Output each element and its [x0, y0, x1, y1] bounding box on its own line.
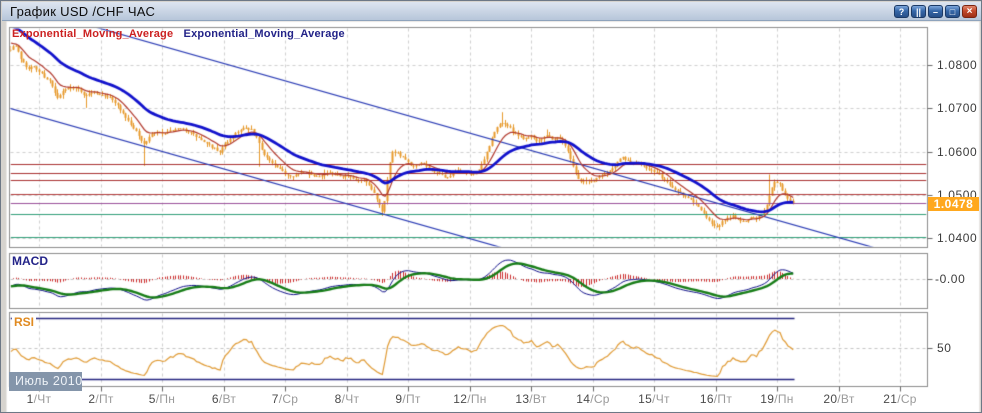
- month-badge: Июль 2010: [9, 372, 82, 391]
- window-titlebar[interactable]: График USD /CHF ЧАС ? || – □ ×: [2, 2, 981, 21]
- price-tick-label-1.0600: 1.0600: [937, 145, 978, 159]
- macd-panel-label: MACD: [12, 254, 48, 268]
- day-label-19: 19/Пн: [760, 392, 794, 406]
- current-price-badge: 1.0478: [928, 197, 979, 211]
- close-button[interactable]: ×: [962, 4, 977, 18]
- day-label-12: 12/Пн: [453, 392, 487, 406]
- ema-label-2: Exponential_Moving_Average: [183, 28, 345, 40]
- window-title: График USD /CHF ЧАС: [10, 3, 156, 19]
- day-label-13: 13/Вт: [515, 392, 547, 406]
- day-label-15: 15/Чт: [638, 392, 670, 406]
- day-label-1: 1/Чт: [26, 392, 52, 406]
- help-button[interactable]: ?: [894, 4, 909, 18]
- day-label-9: 9/Пт: [395, 392, 421, 406]
- indicator-legend: Exponential_Moving_Average Exponential_M…: [12, 28, 345, 40]
- day-label-7: 7/Ср: [271, 392, 299, 406]
- day-label-14: 14/Ср: [576, 392, 610, 406]
- day-label-8: 8/Чт: [334, 392, 360, 406]
- price-tick-label-1.0700: 1.0700: [937, 101, 978, 115]
- ema-label-1: Exponential_Moving_Average: [12, 28, 174, 40]
- day-label-20: 20/Вт: [823, 392, 855, 406]
- price-tick-label-1.0800: 1.0800: [937, 58, 978, 72]
- minimize-button[interactable]: –: [928, 4, 943, 18]
- rsi-panel-label: RSI: [12, 315, 37, 329]
- day-label-6: 6/Вт: [211, 392, 237, 406]
- window-controls: ? || – □ ×: [894, 4, 981, 18]
- day-label-21: 21/Ср: [883, 392, 917, 406]
- day-label-5: 5/Пн: [148, 392, 176, 406]
- pause-button[interactable]: ||: [911, 4, 926, 18]
- day-label-16: 16/Пт: [699, 392, 733, 406]
- maximize-button[interactable]: □: [945, 4, 960, 18]
- macd-axis-value: -0.00: [935, 272, 966, 286]
- day-label-2: 2/Пт: [88, 392, 114, 406]
- price-tick-label-1.0400: 1.0400: [937, 231, 978, 245]
- rsi-axis-value: 50: [937, 341, 952, 355]
